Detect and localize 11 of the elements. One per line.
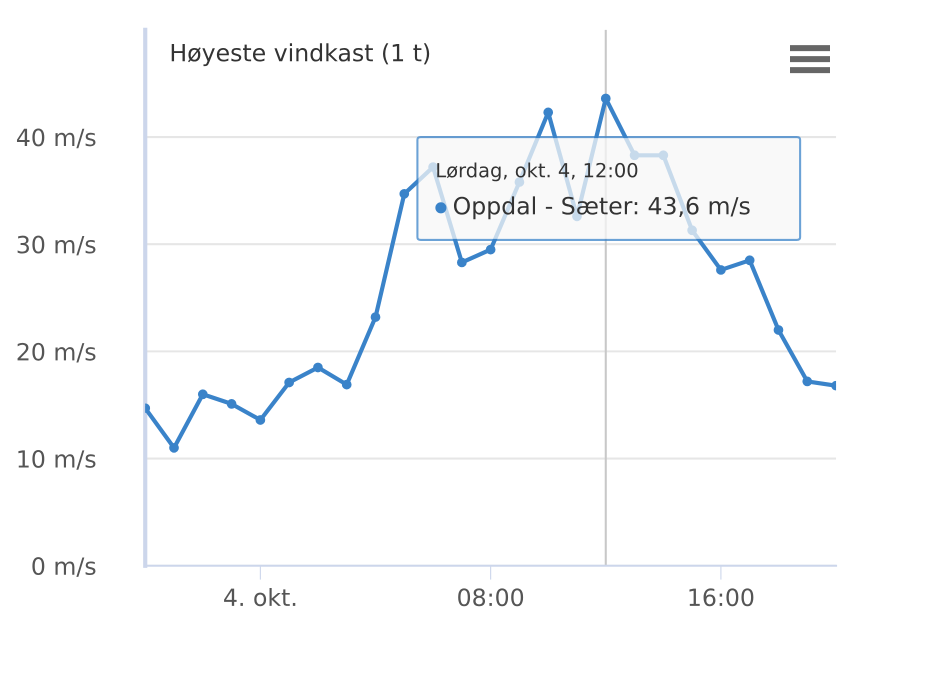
- y-tick-label: 20 m/s: [18, 342, 96, 363]
- x-tick-label: 4. okt.: [224, 588, 296, 606]
- y-tick-label: 0 m/s: [32, 557, 96, 577]
- y-tick-label: 30 m/s: [18, 236, 96, 256]
- annotation: Oppdal - Sæter: 43,6 m/s: [454, 196, 750, 220]
- annotation: Lørdag, okt. 4, 12:00: [437, 162, 638, 182]
- x-tick-label: 16:00: [689, 588, 754, 606]
- y-tick-label: 10 m/s: [18, 450, 96, 470]
- text: Høyeste vindkast (1 t): [172, 43, 430, 66]
- y-tick-label: 40 m/s: [16, 128, 96, 148]
- x-tick-label: 08:00: [458, 588, 524, 606]
